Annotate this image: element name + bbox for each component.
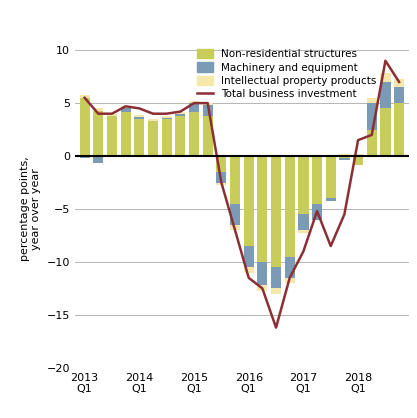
- Bar: [121, 108, 131, 112]
- Bar: [298, 214, 309, 230]
- Bar: [353, 154, 363, 156]
- Bar: [367, 103, 377, 130]
- Bar: [298, 230, 309, 233]
- Bar: [230, 225, 240, 230]
- Bar: [203, 103, 213, 105]
- Bar: [148, 156, 158, 157]
- Bar: [367, 130, 377, 156]
- Bar: [271, 267, 281, 288]
- Bar: [394, 79, 404, 87]
- Bar: [107, 116, 117, 156]
- Bar: [284, 278, 295, 283]
- Bar: [284, 257, 295, 278]
- Bar: [107, 156, 117, 157]
- Bar: [80, 98, 90, 156]
- Bar: [93, 156, 103, 163]
- Bar: [203, 116, 213, 156]
- Bar: [148, 119, 158, 121]
- Bar: [148, 121, 158, 156]
- Bar: [367, 98, 377, 103]
- Bar: [339, 158, 349, 160]
- Bar: [175, 114, 186, 116]
- Bar: [121, 112, 131, 156]
- Bar: [230, 204, 240, 225]
- Bar: [161, 118, 172, 119]
- Bar: [134, 115, 144, 117]
- Bar: [326, 156, 336, 199]
- Bar: [312, 156, 322, 204]
- Bar: [175, 116, 186, 156]
- Legend: Non-residential structures, Machinery and equipment, Intellectual property produ: Non-residential structures, Machinery an…: [197, 49, 377, 99]
- Bar: [189, 112, 199, 156]
- Bar: [134, 119, 144, 156]
- Bar: [271, 288, 281, 294]
- Bar: [353, 156, 363, 165]
- Bar: [271, 156, 281, 267]
- Bar: [216, 156, 226, 172]
- Bar: [257, 262, 267, 285]
- Bar: [244, 246, 254, 267]
- Bar: [380, 82, 391, 108]
- Bar: [380, 74, 391, 82]
- Bar: [394, 103, 404, 156]
- Bar: [326, 199, 336, 201]
- Bar: [161, 116, 172, 118]
- Bar: [80, 94, 90, 98]
- Bar: [189, 101, 199, 103]
- Bar: [134, 117, 144, 119]
- Bar: [244, 156, 254, 246]
- Bar: [298, 156, 309, 214]
- Bar: [175, 112, 186, 114]
- Bar: [121, 106, 131, 108]
- Bar: [257, 285, 267, 291]
- Bar: [244, 267, 254, 273]
- Bar: [93, 110, 103, 156]
- Bar: [326, 155, 336, 156]
- Bar: [80, 156, 90, 158]
- Bar: [189, 103, 199, 112]
- Bar: [284, 156, 295, 257]
- Bar: [257, 156, 267, 262]
- Bar: [312, 204, 322, 219]
- Bar: [230, 156, 240, 204]
- Bar: [339, 154, 349, 156]
- Y-axis label: percentage points,
year over year: percentage points, year over year: [20, 157, 41, 261]
- Bar: [339, 156, 349, 158]
- Bar: [216, 172, 226, 183]
- Bar: [203, 105, 213, 116]
- Bar: [394, 87, 404, 103]
- Bar: [216, 183, 226, 185]
- Bar: [380, 108, 391, 156]
- Bar: [93, 108, 103, 110]
- Bar: [161, 119, 172, 156]
- Bar: [312, 155, 322, 156]
- Bar: [107, 114, 117, 116]
